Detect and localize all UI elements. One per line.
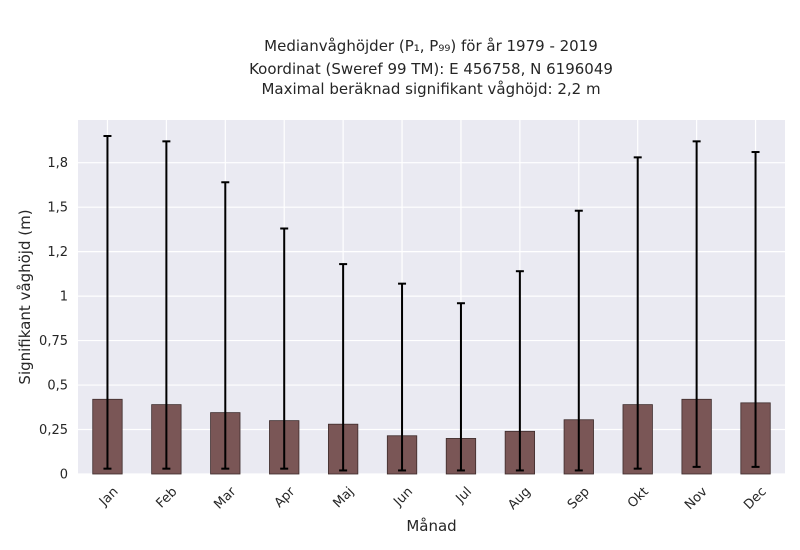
y-axis-label: Signifikant våghöjd (m): [16, 209, 34, 384]
error-bar-jan: [103, 135, 112, 470]
error-bar-mar: [221, 181, 230, 470]
y-tick-label: 0,75: [39, 334, 68, 349]
y-tick-label: 0: [60, 468, 68, 483]
chart-title: Medianvåghöjder (P₁, P₉₉) för år 1979 - …: [249, 37, 613, 98]
title-line-1: Medianvåghöjder (P₁, P₉₉) för år 1979 - …: [264, 37, 598, 55]
y-tick-labels: 0 0,25 0,5 0,75 1 1,2 1,5 1,8: [39, 156, 68, 482]
error-bar-okt: [633, 156, 642, 470]
error-bar-jun: [398, 282, 407, 472]
error-bar-aug: [515, 270, 524, 472]
y-tick-label: 0,25: [39, 423, 68, 438]
title-line-2: Koordinat (Sweref 99 TM): E 456758, N 61…: [249, 60, 613, 78]
error-bars: [103, 135, 760, 472]
y-tick-label: 1,5: [47, 201, 68, 216]
x-axis-label: Månad: [406, 517, 456, 535]
error-bar-jul: [456, 302, 465, 472]
error-bar-nov: [692, 140, 701, 468]
y-tick-label: 0,5: [47, 379, 68, 394]
plot-area: [78, 120, 785, 474]
y-tick-label: 1,2: [47, 245, 68, 260]
error-bar-feb: [162, 140, 171, 470]
error-bar-dec: [751, 151, 760, 468]
error-bar-maj: [339, 263, 348, 472]
y-tick-label: 1,8: [47, 156, 68, 171]
error-bar-sep: [574, 209, 583, 472]
title-line-3: Maximal beräknad signifikant våghöjd: 2,…: [261, 80, 600, 98]
y-tick-label: 1: [60, 290, 68, 305]
error-bar-apr: [280, 227, 289, 470]
